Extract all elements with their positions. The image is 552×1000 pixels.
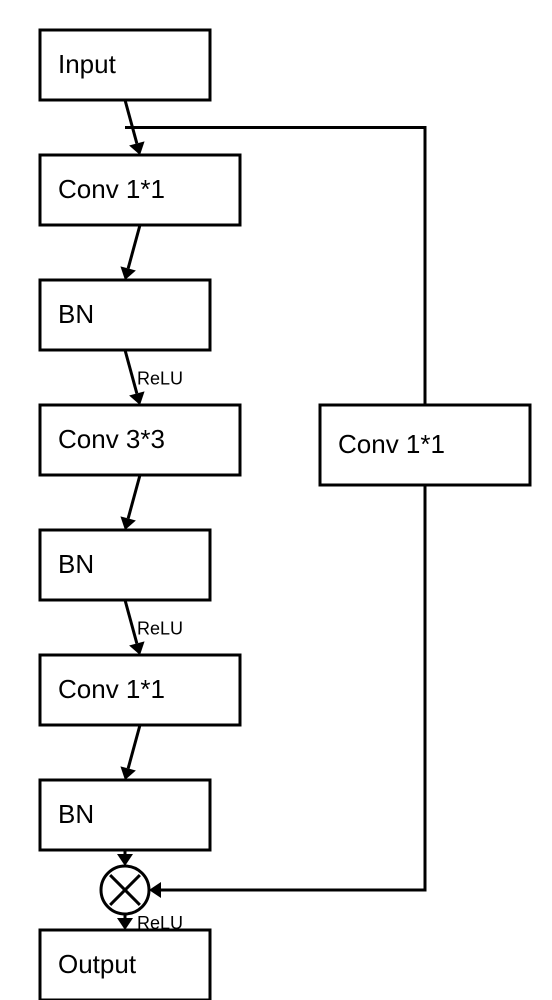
edge-label: ReLU	[137, 618, 183, 638]
merge-node	[101, 866, 149, 914]
node-bn3: BN	[40, 780, 210, 850]
node-label: BN	[58, 299, 94, 329]
node-conv1a: Conv 1*1	[40, 155, 240, 225]
node-label: Conv 1*1	[58, 174, 165, 204]
node-label: Input	[58, 49, 117, 79]
node-output: Output	[40, 930, 210, 1000]
node-label: Output	[58, 949, 137, 979]
flowchart-canvas: ReLUReLUReLUInputConv 1*1BNConv 3*3BNCon…	[0, 0, 552, 1000]
node-bn1: BN	[40, 280, 210, 350]
node-label: Conv 1*1	[58, 674, 165, 704]
edge-label: ReLU	[137, 368, 183, 388]
node-skipconv: Conv 1*1	[320, 405, 530, 485]
node-label: BN	[58, 549, 94, 579]
node-label: BN	[58, 799, 94, 829]
node-label: Conv 1*1	[338, 429, 445, 459]
node-label: Conv 3*3	[58, 424, 165, 454]
node-conv1b: Conv 1*1	[40, 655, 240, 725]
node-input: Input	[40, 30, 210, 100]
node-bn2: BN	[40, 530, 210, 600]
node-conv3: Conv 3*3	[40, 405, 240, 475]
